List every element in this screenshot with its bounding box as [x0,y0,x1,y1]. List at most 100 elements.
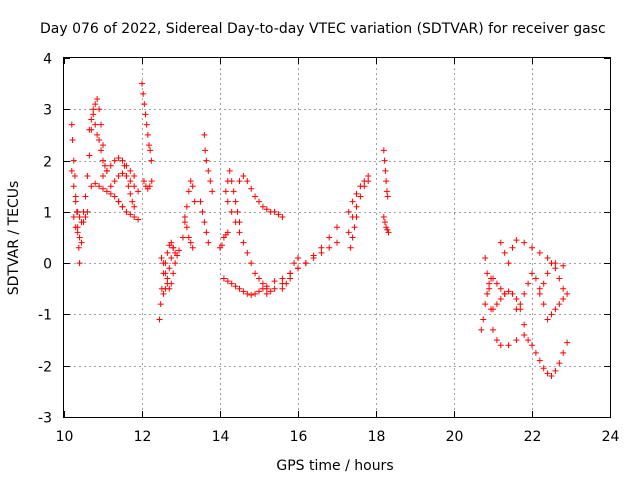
data-point [201,131,208,138]
data-point [90,106,97,113]
data-point [353,190,360,197]
data-point [552,367,559,374]
data-point [513,306,520,313]
series-s14 [158,247,183,292]
data-point [521,239,528,246]
data-point [548,311,555,318]
data-point [505,288,512,295]
data-point [74,229,81,236]
data-point [170,244,177,251]
y-tick-label: 0 [43,257,52,273]
data-point [164,249,171,256]
data-point [381,157,388,164]
data-point [509,290,516,297]
data-point [560,262,567,269]
data-point [383,188,390,195]
data-point [80,208,87,215]
data-point [96,106,103,113]
data-point [75,244,82,251]
series-s08 [107,170,142,195]
data-point [230,188,237,195]
data-point [146,183,153,190]
data-point [252,193,259,200]
data-point [209,188,216,195]
data-point [271,278,278,285]
data-point [349,198,356,205]
series-s22 [224,198,274,295]
data-point [90,111,97,118]
data-point [248,291,255,298]
data-point [501,249,508,256]
data-point [493,280,500,287]
data-point [544,270,551,277]
data-point [185,234,192,241]
data-point [94,96,101,103]
data-point [318,244,325,251]
data-point [556,275,563,282]
data-point [70,157,77,164]
data-point [72,224,79,231]
series-s31 [380,147,391,200]
data-point [82,193,89,200]
data-point [291,260,298,267]
data-point [179,234,186,241]
data-point [349,234,356,241]
data-point [240,172,247,179]
data-point [484,290,491,297]
data-point [302,260,309,267]
data-point [548,372,555,379]
data-point [146,142,153,149]
data-point [170,270,177,277]
data-point [162,270,169,277]
data-point [381,219,388,226]
data-point [318,249,325,256]
data-point [493,337,500,344]
data-point [71,172,78,179]
data-point [168,280,175,287]
data-point [148,178,155,185]
y-tick-label: -2 [38,360,52,376]
data-point [382,167,389,174]
data-point [295,255,301,262]
y-tick-label: 3 [43,103,52,119]
data-point [497,239,504,246]
data-point [501,290,508,297]
data-point [259,203,266,210]
data-point [103,167,110,174]
data-point [357,183,364,190]
data-point [86,126,93,133]
data-point [480,316,487,323]
data-point [232,283,239,290]
series-s28 [345,178,372,236]
data-point [532,275,539,282]
data-point [172,260,179,267]
data-point [497,342,504,349]
data-point [529,342,535,349]
data-point [125,183,132,190]
data-point [69,137,76,144]
x-tick-labels: 10 12 14 16 18 20 22 24 [56,429,620,445]
data-point [357,193,364,200]
series-s39 [536,260,567,297]
y-tick-labels: -3 -2 -1 0 1 2 3 4 [38,52,52,427]
data-point [529,270,535,277]
data-point [197,198,204,205]
data-point [131,183,138,190]
x-tick-label: 12 [134,429,152,445]
x-tick-label: 20 [446,429,464,445]
data-point [187,178,194,185]
data-point [140,178,147,185]
data-point [548,260,555,267]
data-point [86,152,93,159]
data-point [240,288,247,295]
data-points [68,80,571,379]
data-point [168,239,175,246]
data-point [176,247,183,254]
data-point [226,167,233,174]
data-point [236,178,243,185]
data-point [183,224,190,231]
data-point [115,198,122,205]
series-s16 [179,178,198,241]
data-point [92,121,99,128]
x-tick-label: 24 [602,429,620,445]
